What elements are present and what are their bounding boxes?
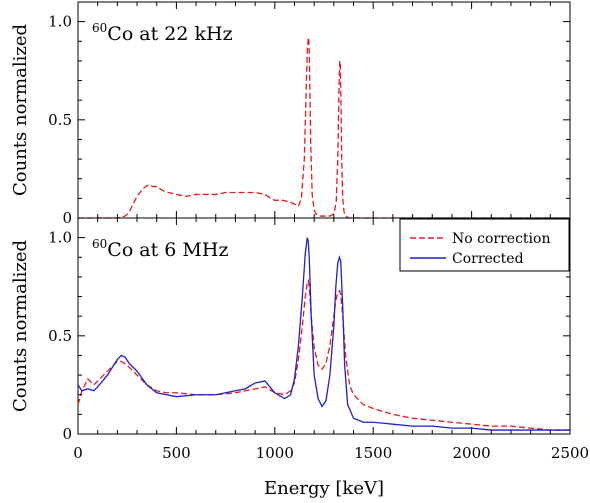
panel-top-y-tick-label: 0 <box>62 209 72 227</box>
legend-label-corrected: Corrected <box>452 251 524 267</box>
x-tick-label: 500 <box>162 444 191 462</box>
panel-bottom-title-text: Co at 6 MHz <box>107 239 228 261</box>
x-tick-label: 1500 <box>354 444 392 462</box>
panel-top-y-tick-label: 0.5 <box>48 111 72 129</box>
panel-bottom-series-corrected <box>77 237 570 431</box>
legend-box <box>399 218 570 272</box>
panel-bottom: 0 500 1000 1500 2000 2500 0 0.5 1.0 60Co at 6 MH… <box>10 217 589 462</box>
panel-bottom-ylabel: Counts normalized <box>10 240 31 412</box>
panel-bottom-y-tick-label: 0 <box>62 425 72 443</box>
panel-top-ylabel: Counts normalized <box>10 24 31 196</box>
panel-bottom-series-no-correction <box>77 278 570 431</box>
panel-bottom-frame <box>77 217 571 435</box>
panel-top-series-line <box>78 37 570 219</box>
x-tick-label: 2000 <box>453 444 491 462</box>
panel-bottom-y-tick-label: 0.5 <box>48 327 72 345</box>
panel-top-y-tick-label: 1.0 <box>48 13 72 31</box>
panel-bottom-title: 60Co at 6 MHz <box>92 237 228 261</box>
x-tick-label: 0 <box>73 444 83 462</box>
panel-top: 0 0.5 1.0 60Co at 22 kHz Counts normalized <box>10 1 571 227</box>
panel-top-series-group <box>78 37 570 219</box>
panel-bottom-ticks: 0 500 1000 1500 2000 2500 0 0.5 1.0 <box>48 218 589 462</box>
panel-top-title: 60Co at 22 kHz <box>92 21 233 45</box>
panel-bottom-title-superscript: 60 <box>92 237 107 251</box>
legend: No correction Corrected <box>399 218 570 272</box>
legend-label-no-correction: No correction <box>452 231 550 247</box>
x-tick-label: 2500 <box>551 444 589 462</box>
panel-bottom-y-tick-label: 1.0 <box>48 229 72 247</box>
x-tick-label: 1000 <box>256 444 294 462</box>
panel-bottom-series-group <box>77 237 570 431</box>
panel-top-title-superscript: 60 <box>92 21 107 35</box>
x-axis-title: Energy [keV] <box>264 478 384 499</box>
panel-top-title-text: Co at 22 kHz <box>107 23 232 45</box>
panel-top-ticks: 0 0.5 1.0 <box>48 2 571 227</box>
